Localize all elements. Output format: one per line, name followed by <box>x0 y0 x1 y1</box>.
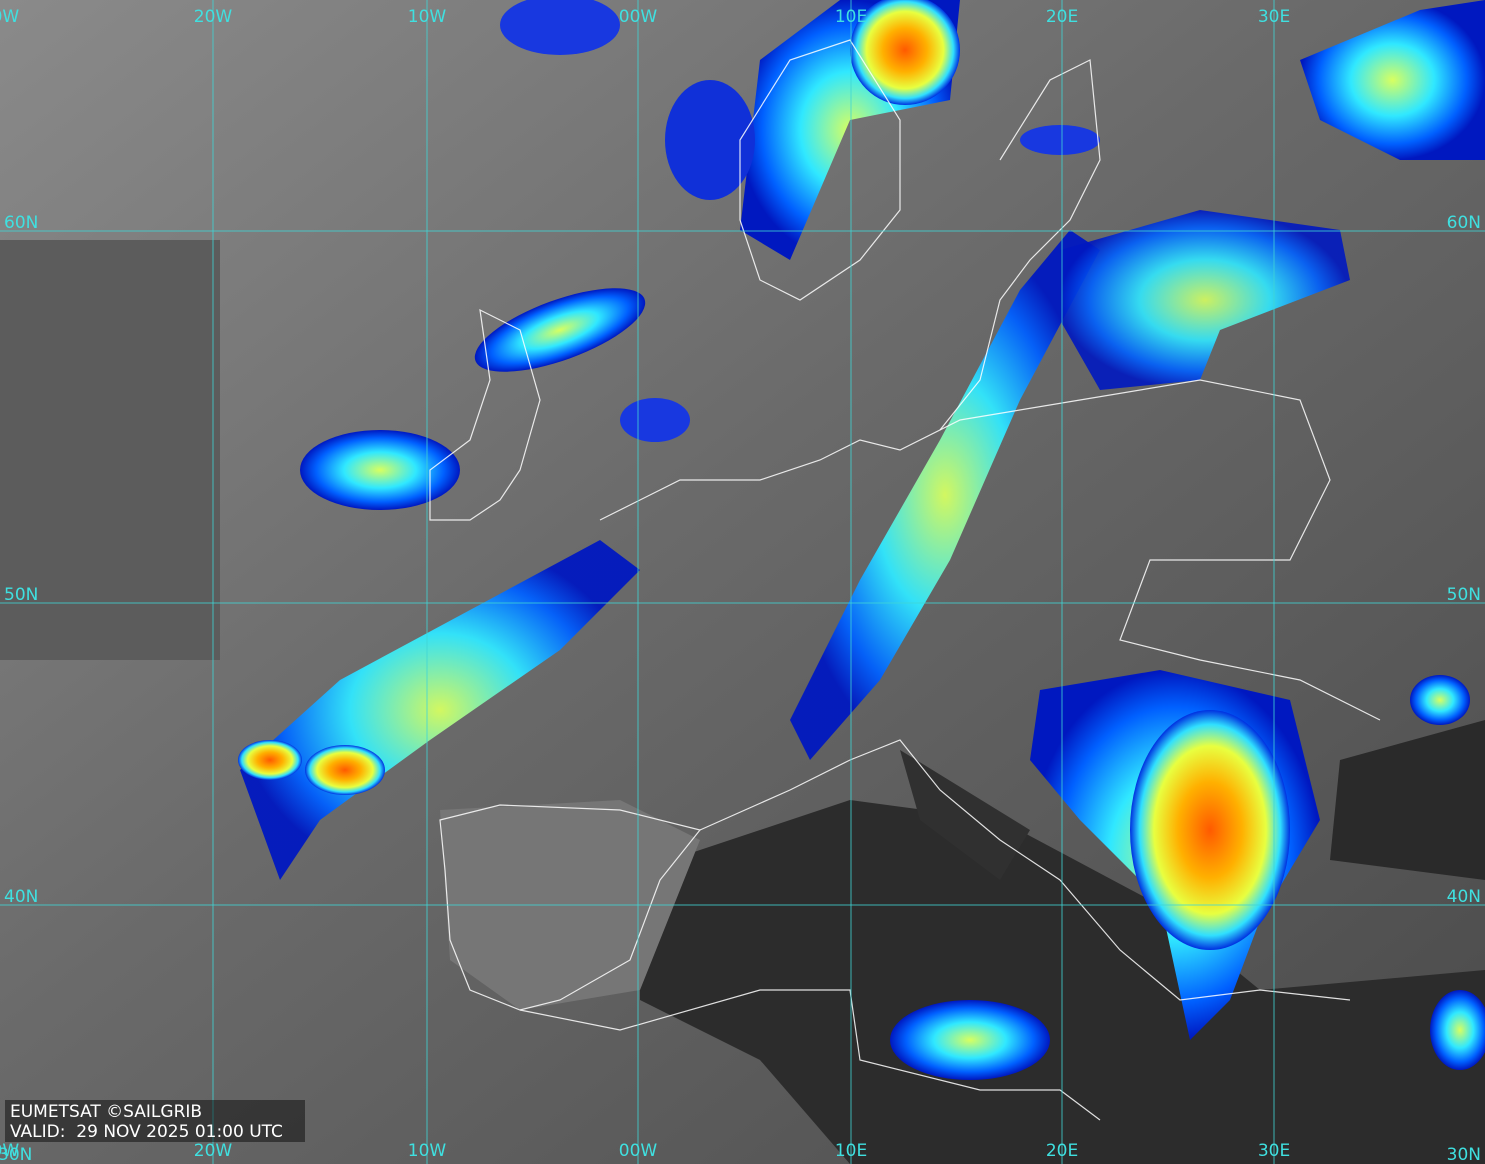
lat-label: 60N <box>4 213 38 233</box>
lon-label: 10E <box>835 7 867 27</box>
cloud-cell <box>1430 990 1485 1070</box>
cloud-cell <box>300 430 460 510</box>
lon-label: 20W <box>194 1141 233 1161</box>
lon-label: 30W <box>0 7 19 27</box>
lon-label: 30E <box>1258 7 1290 27</box>
lat-label: 30N <box>1447 1145 1481 1164</box>
credit-box <box>5 1100 305 1142</box>
ocean-texture <box>0 240 220 660</box>
lat-label: 60N <box>1447 213 1481 233</box>
cloud-band <box>1060 210 1350 390</box>
graticule-labels: 30W 20W 10W 00W 10E 20E 30E 30W 20W 10W 00W 10E 20E 3… <box>0 7 1481 1164</box>
lat-label: 50N <box>1447 585 1481 605</box>
lon-label: 00W <box>619 1141 658 1161</box>
cloud-cell <box>305 745 385 795</box>
adriatic <box>900 750 1030 880</box>
cloud-band <box>240 540 640 880</box>
lon-label: 20W <box>194 7 233 27</box>
lon-label: 10W <box>408 7 447 27</box>
cloud-band <box>1300 0 1485 160</box>
coastline <box>939 59 1101 431</box>
cloud-cell <box>500 0 620 55</box>
cloud-cell <box>474 288 646 372</box>
lon-label: 30W <box>0 1141 19 1161</box>
cloud-cell <box>238 740 302 780</box>
coastline <box>699 739 1351 1001</box>
coastline <box>519 989 1101 1121</box>
storm-core <box>1130 710 1290 950</box>
lat-label: 40N <box>1447 887 1481 907</box>
valid-time: VALID: 29 NOV 2025 01:00 UTC <box>10 1122 283 1142</box>
coastline <box>439 804 702 1011</box>
cloud-cell <box>620 398 690 442</box>
lat-label: 30N <box>0 1145 32 1164</box>
lat-label: 40N <box>4 887 38 907</box>
cloud-cell <box>850 0 960 105</box>
lon-label: 00W <box>619 7 658 27</box>
lon-label: 20E <box>1046 1141 1078 1161</box>
cloud-cell <box>1410 675 1470 725</box>
black-sea <box>1330 720 1485 880</box>
lon-label: 30E <box>1258 1141 1290 1161</box>
coastline <box>739 39 901 301</box>
cloud-cell <box>665 80 755 200</box>
lat-label: 50N <box>4 585 38 605</box>
lon-label: 10W <box>408 1141 447 1161</box>
lon-label: 20E <box>1046 7 1078 27</box>
cloud-cell <box>890 1000 1050 1080</box>
border <box>599 379 1381 721</box>
credit: EUMETSAT ©SAILGRIB <box>10 1102 202 1122</box>
cloud-cell <box>1020 125 1100 155</box>
lon-label: 10E <box>835 1141 867 1161</box>
coastline <box>429 308 541 521</box>
cloud-band <box>790 230 1100 760</box>
